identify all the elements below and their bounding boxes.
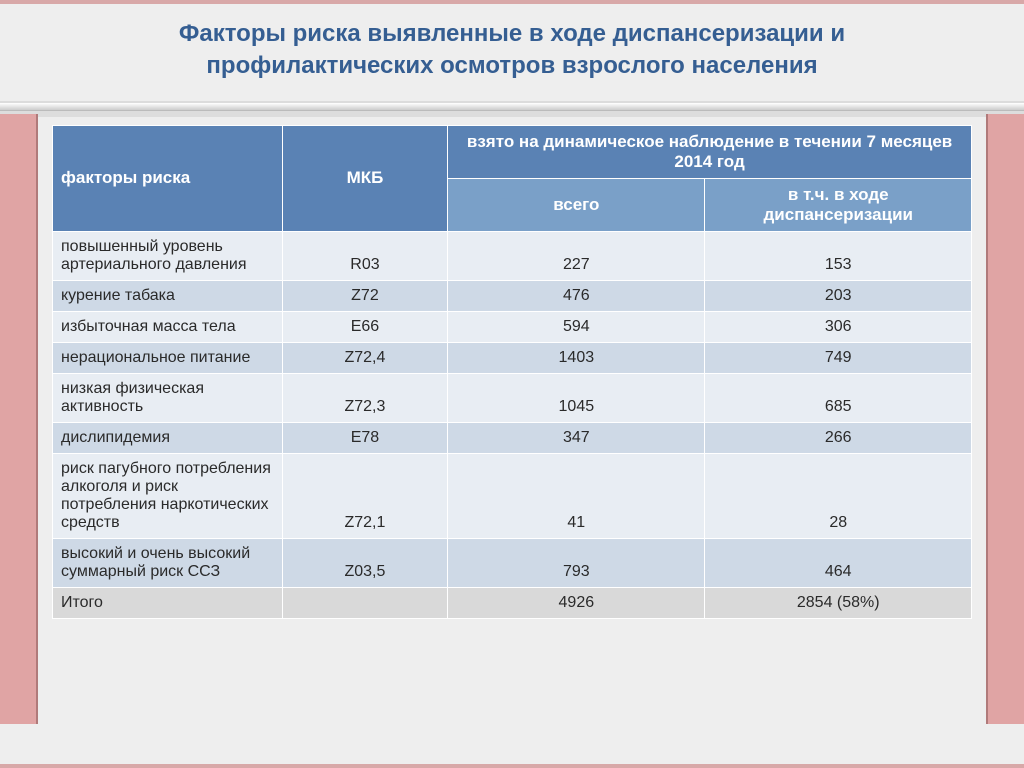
slide: Факторы риска выявленные в ходе диспансе… xyxy=(0,0,1024,768)
cell-total: 594 xyxy=(448,311,705,342)
cell-mkb: Z72,4 xyxy=(282,342,447,373)
table-row-summary: Итого 49262854 (58%) xyxy=(53,587,972,618)
cell-total: 476 xyxy=(448,280,705,311)
cell-total: 227 xyxy=(448,231,705,280)
header-super: взято на динамическое наблюдение в течен… xyxy=(448,125,972,178)
header-disp: в т.ч. в ходе диспансеризации xyxy=(705,178,972,231)
cell-disp: 28 xyxy=(705,453,972,538)
page-title: Факторы риска выявленные в ходе диспансе… xyxy=(0,4,1024,103)
cell-factor: нерациональное питание xyxy=(53,342,283,373)
cell-mkb: E78 xyxy=(282,422,447,453)
cell-disp: 266 xyxy=(705,422,972,453)
table-row: нерациональное питаниеZ72,41403749 xyxy=(53,342,972,373)
cell-disp: 2854 (58%) xyxy=(705,587,972,618)
frame-right xyxy=(986,114,1024,724)
cell-factor: риск пагубного потребления алкоголя и ри… xyxy=(53,453,283,538)
cell-total: 41 xyxy=(448,453,705,538)
cell-total: 1045 xyxy=(448,373,705,422)
header-factor: факторы риска xyxy=(53,125,283,231)
cell-total: 793 xyxy=(448,538,705,587)
cell-disp: 203 xyxy=(705,280,972,311)
table-row: риск пагубного потребления алкоголя и ри… xyxy=(53,453,972,538)
table-container: факторы риска МКБ взято на динамическое … xyxy=(0,117,1024,619)
cell-disp: 464 xyxy=(705,538,972,587)
cell-total: 347 xyxy=(448,422,705,453)
cell-mkb: Z72,3 xyxy=(282,373,447,422)
cell-mkb: E66 xyxy=(282,311,447,342)
frame-left xyxy=(0,114,38,724)
table-row: избыточная масса телаE66594306 xyxy=(53,311,972,342)
cell-disp: 306 xyxy=(705,311,972,342)
cell-mkb: Z03,5 xyxy=(282,538,447,587)
cell-factor: дислипидемия xyxy=(53,422,283,453)
cell-total: 4926 xyxy=(448,587,705,618)
cell-mkb: Z72 xyxy=(282,280,447,311)
cell-disp: 153 xyxy=(705,231,972,280)
cell-disp: 749 xyxy=(705,342,972,373)
cell-mkb xyxy=(282,587,447,618)
cell-mkb: Z72,1 xyxy=(282,453,447,538)
divider-top xyxy=(0,103,1024,111)
cell-disp: 685 xyxy=(705,373,972,422)
cell-total: 1403 xyxy=(448,342,705,373)
table-body: повышенный уровень артериального давлени… xyxy=(53,231,972,618)
header-total: всего xyxy=(448,178,705,231)
table-row: повышенный уровень артериального давлени… xyxy=(53,231,972,280)
cell-factor: высокий и очень высокий суммарный риск С… xyxy=(53,538,283,587)
cell-factor: Итого xyxy=(53,587,283,618)
cell-factor: курение табака xyxy=(53,280,283,311)
cell-mkb: R03 xyxy=(282,231,447,280)
table-row: дислипидемияE78347266 xyxy=(53,422,972,453)
table-row: низкая физическая активностьZ72,31045685 xyxy=(53,373,972,422)
cell-factor: повышенный уровень артериального давлени… xyxy=(53,231,283,280)
table-row: курение табакаZ72476203 xyxy=(53,280,972,311)
risk-factors-table: факторы риска МКБ взято на динамическое … xyxy=(52,125,972,619)
table-row: высокий и очень высокий суммарный риск С… xyxy=(53,538,972,587)
cell-factor: низкая физическая активность xyxy=(53,373,283,422)
header-mkb: МКБ xyxy=(282,125,447,231)
cell-factor: избыточная масса тела xyxy=(53,311,283,342)
